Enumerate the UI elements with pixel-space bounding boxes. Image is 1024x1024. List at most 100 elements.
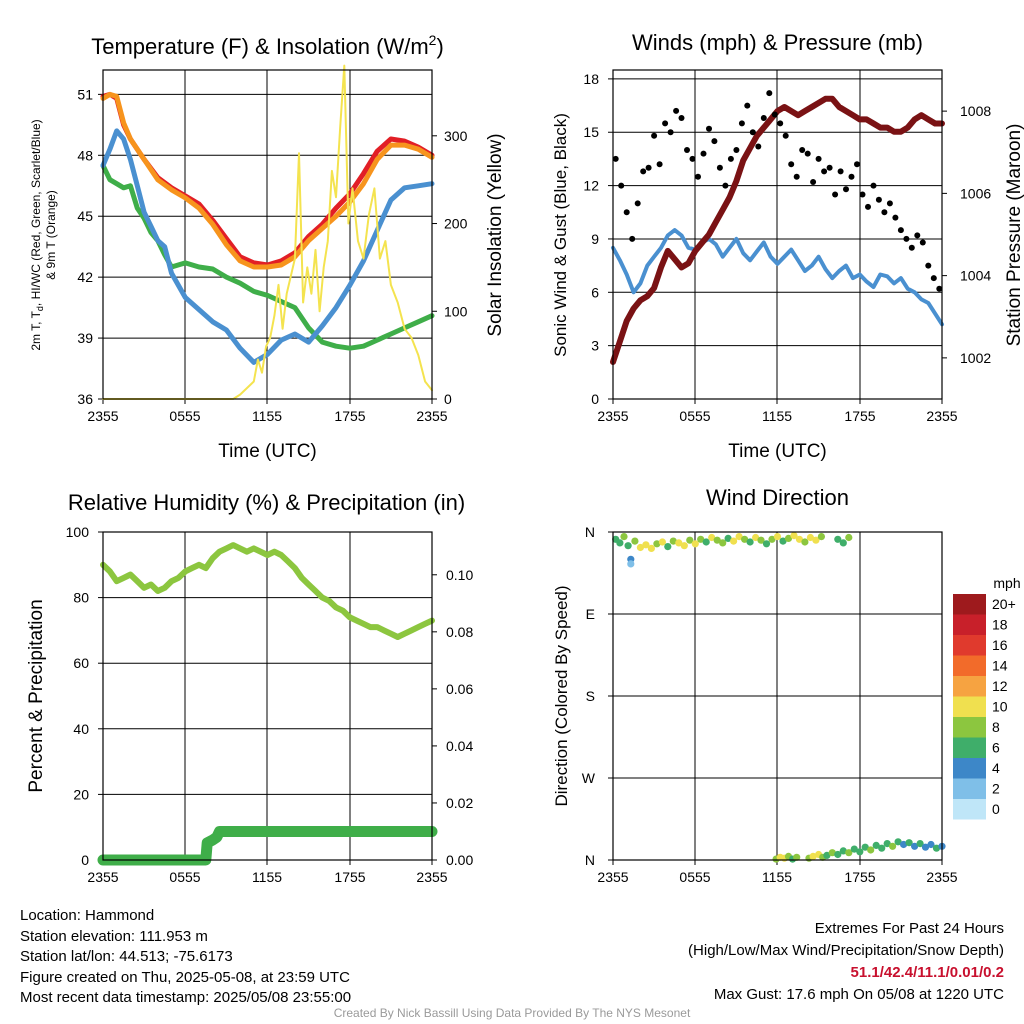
gust-point	[656, 161, 663, 168]
direction-point	[850, 845, 858, 853]
gust-point	[689, 155, 696, 162]
y2-tick-label: 300	[444, 128, 468, 144]
station-elevation: Station elevation: 111.953 m	[20, 927, 208, 945]
gust-point	[771, 111, 778, 118]
gust-point	[788, 161, 795, 168]
direction-point	[746, 538, 754, 546]
legend-swatch	[953, 594, 986, 615]
direction-point	[911, 842, 919, 850]
direction-point	[883, 840, 891, 848]
direction-point	[823, 851, 831, 860]
gust-point	[936, 285, 943, 292]
y2-tick-label: 1004	[960, 268, 991, 284]
gust-point	[640, 168, 647, 175]
direction-point	[719, 539, 727, 547]
gust-point	[837, 168, 844, 175]
gust-point	[744, 102, 751, 109]
gust-point	[678, 115, 685, 121]
station-info: Location: Hammond Station elevation: 111…	[20, 906, 351, 1009]
gust-point	[716, 164, 723, 171]
gust-point	[684, 147, 690, 153]
direction-point	[834, 535, 842, 543]
gust-point	[645, 164, 652, 171]
gust-point	[810, 179, 817, 185]
plot-frame	[102, 531, 433, 861]
plot-frame	[102, 69, 433, 400]
legend-label: 20+	[992, 596, 1016, 612]
gust-point	[673, 107, 680, 114]
y-tick-label: 18	[583, 71, 599, 87]
gust-point	[859, 191, 866, 198]
direction-point	[620, 533, 628, 541]
y-tick-label: 45	[77, 208, 93, 224]
gust-point	[755, 143, 762, 150]
station-latlon: Station lat/lon: 44.513; -75.6173	[20, 948, 233, 965]
legend-swatch	[953, 614, 986, 635]
x-tick-label: 2355	[87, 869, 118, 885]
direction-point	[905, 839, 913, 847]
recent-timestamp: Most recent data timestamp: 2025/05/08 2…	[20, 989, 352, 1006]
gust-point	[914, 232, 921, 239]
gust-point	[821, 168, 828, 175]
direction-point	[642, 541, 650, 549]
direction-point	[812, 536, 820, 544]
direction-point	[793, 853, 801, 861]
y-axis-label-line2: & 9m T (Orange)	[44, 190, 58, 280]
x-tick-label: 2355	[416, 408, 447, 424]
chart-title: Relative Humidity (%) & Precipitation (i…	[68, 490, 465, 515]
gust-point	[804, 150, 811, 157]
extremes-block: Extremes For Past 24 Hours (High/Low/Max…	[688, 918, 1004, 1006]
legend-swatch	[953, 655, 986, 676]
direction-point	[845, 849, 853, 857]
direction-point	[809, 852, 817, 861]
y-tick-label: 9	[591, 231, 599, 247]
x-axis-label: Time (UTC)	[728, 441, 827, 462]
credit-line: Created By Nick Bassill Using Data Provi…	[333, 1006, 691, 1020]
station-location: Location: Hammond	[20, 907, 155, 924]
extremes-title: Extremes For Past 24 Hours	[814, 920, 1004, 937]
gust-point	[727, 155, 734, 162]
direction-point	[834, 850, 842, 859]
extremes-subtitle: (High/Low/Max Wind/Precipitation/Snow De…	[688, 942, 1004, 959]
y-axis-label: Direction (Colored By Speed)	[552, 585, 571, 806]
x-tick-label: 2355	[87, 408, 118, 424]
direction-point	[779, 537, 787, 545]
legend-label: 4	[992, 760, 1000, 776]
direction-point	[653, 540, 661, 548]
y-tick-label: 0	[591, 391, 599, 407]
x-tick-label: 2355	[416, 869, 447, 885]
gust-point	[618, 182, 625, 189]
gust-point	[919, 239, 926, 246]
legend-swatch	[953, 717, 986, 738]
gust-point	[870, 182, 877, 189]
y2-tick-label: 0.04	[446, 738, 473, 754]
series-line	[100, 163, 435, 351]
gust-point	[667, 129, 674, 136]
direction-point	[806, 533, 815, 542]
legend-label: 8	[992, 719, 1000, 735]
gust-point	[738, 120, 745, 127]
direction-point	[708, 533, 716, 542]
direction-point	[724, 534, 732, 543]
y2-tick-label: 0.08	[446, 624, 473, 640]
gust-point	[629, 235, 636, 242]
legend-title: mph	[993, 575, 1020, 591]
y2-tick-label: 200	[444, 216, 468, 232]
y-tick-label: N	[585, 852, 595, 868]
gust-point	[760, 115, 767, 121]
direction-point	[889, 842, 897, 850]
gust-point	[903, 235, 910, 242]
gust-point	[886, 200, 893, 207]
y-tick-label: 60	[73, 655, 89, 671]
series-line	[100, 542, 435, 640]
gust-point	[826, 164, 833, 171]
direction-point	[927, 840, 935, 849]
direction-point	[900, 840, 908, 849]
direction-point	[867, 846, 875, 854]
y-tick-label: 39	[77, 330, 93, 346]
legend-swatch	[953, 696, 986, 717]
max-gust: Max Gust: 17.6 mph On 05/08 at 1220 UTC	[713, 986, 1004, 1003]
y2-tick-label: 0.10	[446, 567, 473, 583]
legend-swatch	[953, 758, 986, 779]
direction-point	[801, 538, 809, 546]
